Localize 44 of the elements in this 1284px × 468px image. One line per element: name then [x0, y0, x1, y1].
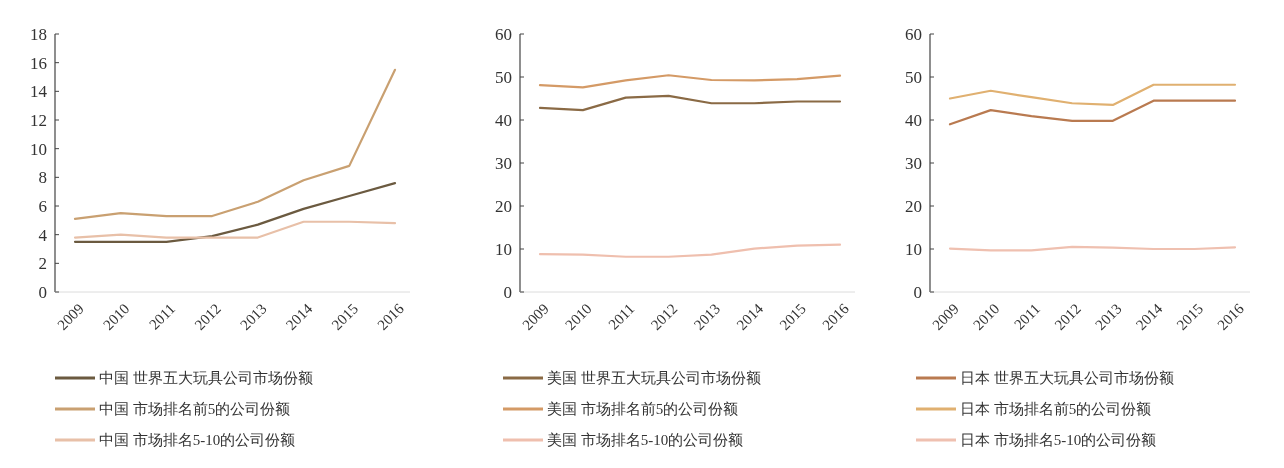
x-tick-label: 2011 — [146, 300, 179, 333]
y-tick-label: 20 — [495, 196, 512, 216]
y-tick-label: 2 — [38, 254, 47, 274]
legend-label: 中国 市场排名前5的公司份额 — [99, 401, 291, 418]
legend-label: 中国 世界五大玩具公司市场份额 — [99, 370, 313, 387]
y-tick-label: 40 — [495, 110, 512, 130]
legend-label: 美国 世界五大玩具公司市场份额 — [547, 370, 761, 387]
y-tick-label: 6 — [38, 196, 47, 216]
y-tick-label: 60 — [495, 24, 512, 44]
y-tick-label: 30 — [905, 153, 922, 173]
legend-label: 美国 市场排名前5的公司份额 — [547, 401, 739, 418]
x-tick-label: 2011 — [605, 300, 638, 333]
y-tick-label: 4 — [38, 225, 48, 245]
y-tick-label: 8 — [38, 168, 47, 188]
y-tick-label: 20 — [905, 196, 922, 216]
y-tick-label: 0 — [38, 282, 47, 302]
line-series — [538, 94, 842, 112]
y-tick-label: 60 — [905, 24, 922, 44]
line-series — [73, 220, 397, 239]
legend-label: 日本 市场排名前5的公司份额 — [960, 401, 1152, 418]
y-tick-label: 40 — [905, 110, 922, 130]
y-tick-label: 14 — [30, 82, 48, 102]
y-tick-label: 10 — [495, 239, 512, 259]
line-series — [73, 181, 397, 243]
legend-label: 美国 市场排名5-10的公司份额 — [547, 432, 744, 449]
line-series — [73, 68, 397, 220]
y-tick-label: 0 — [913, 282, 922, 302]
line-series — [538, 74, 842, 89]
legend-label: 日本 市场排名5-10的公司份额 — [960, 432, 1157, 449]
y-tick-label: 12 — [30, 110, 47, 130]
line-series — [948, 83, 1237, 107]
y-tick-label: 0 — [503, 282, 512, 302]
legend-label: 日本 世界五大玩具公司市场份额 — [960, 370, 1174, 387]
y-tick-label: 16 — [30, 53, 47, 73]
legend-label: 中国 市场排名5-10的公司份额 — [99, 432, 296, 449]
y-tick-label: 50 — [905, 67, 922, 87]
line-series — [538, 243, 842, 258]
y-tick-label: 10 — [905, 239, 922, 259]
x-tick-label: 2011 — [1011, 300, 1044, 333]
y-tick-label: 30 — [495, 153, 512, 173]
line-series — [948, 99, 1237, 126]
y-tick-label: 50 — [495, 67, 512, 87]
y-tick-label: 10 — [30, 139, 47, 159]
y-tick-label: 18 — [30, 24, 47, 44]
